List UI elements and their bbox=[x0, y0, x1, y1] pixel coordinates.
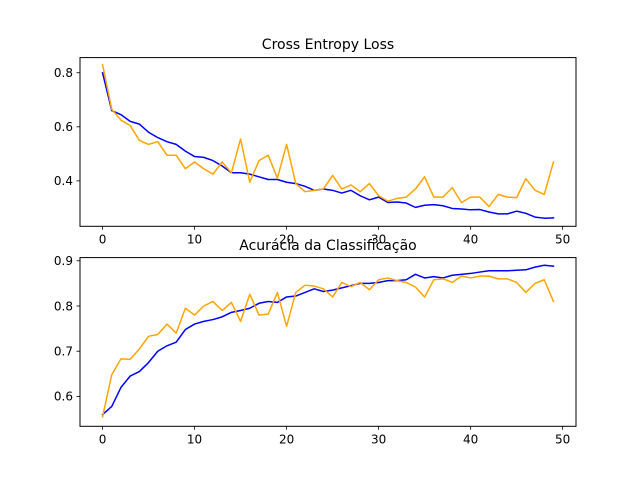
loss-series-group bbox=[101, 63, 555, 219]
accuracy-y-tick-label-0: 0.6 bbox=[54, 390, 73, 404]
loss-y-tick-label-1: 0.6 bbox=[54, 120, 73, 134]
loss-x-tick-label-2: 20 bbox=[279, 232, 294, 246]
accuracy-x-tick-label-4: 40 bbox=[463, 432, 478, 446]
loss-subplot: 0 10 20 30 40 50 0.4 0.6 0.8 Cross Entropy Loss bbox=[54, 37, 577, 246]
loss-x-tick-label-0: 0 bbox=[99, 232, 107, 246]
accuracy-x-ticks: 0 10 20 30 40 50 bbox=[99, 426, 570, 446]
accuracy-y-tick-label-3: 0.9 bbox=[54, 254, 73, 268]
loss-x-tick-label-4: 40 bbox=[463, 232, 478, 246]
accuracy-x-tick-label-0: 0 bbox=[99, 432, 107, 446]
accuracy-x-tick-label-2: 20 bbox=[279, 432, 294, 446]
loss-x-tick-label-3: 30 bbox=[371, 232, 386, 246]
accuracy-y-tick-label-2: 0.8 bbox=[54, 299, 73, 313]
accuracy-series-group bbox=[101, 264, 555, 418]
loss-series-line-1 bbox=[101, 63, 555, 208]
loss-x-tick-label-1: 10 bbox=[187, 232, 202, 246]
accuracy-x-tick-label-3: 30 bbox=[371, 432, 386, 446]
loss-x-tick-label-5: 50 bbox=[555, 232, 570, 246]
accuracy-y-ticks: 0.6 0.7 0.8 0.9 bbox=[54, 254, 80, 404]
loss-y-tick-label-0: 0.4 bbox=[54, 174, 73, 188]
loss-x-ticks: 0 10 20 30 40 50 bbox=[99, 226, 570, 246]
accuracy-series-line-0 bbox=[101, 264, 555, 416]
accuracy-title: Acurácia da Classificação bbox=[239, 238, 416, 254]
loss-series-line-0 bbox=[101, 71, 555, 219]
loss-y-ticks: 0.4 0.6 0.8 bbox=[54, 66, 80, 188]
accuracy-plot-frame bbox=[79, 257, 577, 427]
loss-plot-frame bbox=[79, 57, 577, 227]
accuracy-y-tick-label-1: 0.7 bbox=[54, 345, 73, 359]
accuracy-subplot: 0 10 20 30 40 50 0.6 0.7 0.8 0.9 Acurácia da Cla… bbox=[54, 238, 577, 446]
accuracy-x-tick-label-5: 50 bbox=[555, 432, 570, 446]
loss-title: Cross Entropy Loss bbox=[262, 37, 394, 53]
accuracy-series-line-1 bbox=[101, 275, 555, 418]
accuracy-x-tick-label-1: 10 bbox=[187, 432, 202, 446]
loss-y-tick-label-2: 0.8 bbox=[54, 66, 73, 80]
